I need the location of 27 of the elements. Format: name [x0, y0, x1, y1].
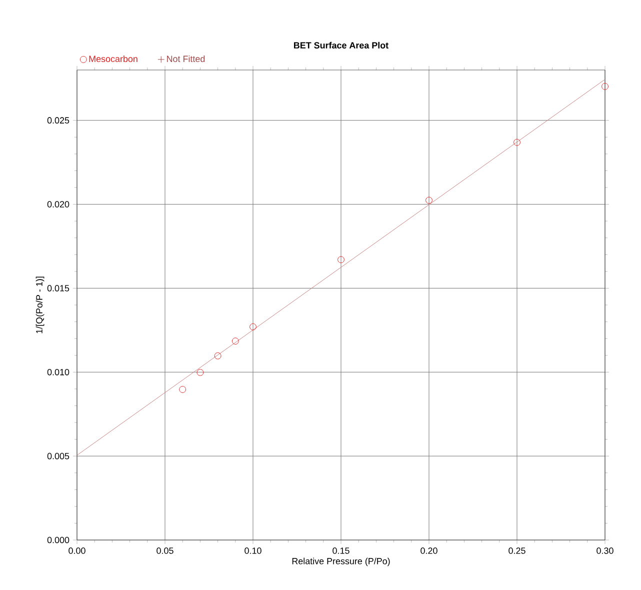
y-axis-title: 1/[Q(Po/P - 1)]	[36, 276, 44, 334]
x-axis-title: Relative Pressure (P/Po)	[292, 558, 390, 566]
point	[514, 138, 520, 146]
x-tick-label: 0.20	[420, 548, 438, 554]
x-tick-label: 0.10	[244, 548, 262, 554]
chart-title: BET Surface Area Plot	[294, 42, 388, 49]
point	[602, 82, 608, 90]
point	[338, 256, 344, 264]
x-tick-label: 0.25	[508, 548, 526, 554]
y-tick-label: 0.025	[47, 117, 70, 124]
x-tick-label: 0.05	[156, 548, 174, 554]
x-tick-label: 0.15	[332, 548, 350, 554]
y-tick-label: 0.015	[47, 285, 70, 292]
legend-label: Mesocarbon	[89, 55, 138, 62]
y-tick-label: 0.020	[47, 201, 70, 208]
y-tick-label: 0.010	[47, 368, 70, 376]
x-tick-label: 0.30	[596, 548, 614, 554]
y-tick-label: 0.000	[47, 536, 70, 544]
point	[196, 369, 204, 376]
point	[232, 338, 239, 345]
point	[426, 196, 432, 204]
x-tick-label: 0.00	[68, 548, 86, 554]
legend-label: Not Fitted	[167, 55, 205, 62]
point	[250, 323, 256, 330]
point	[214, 352, 222, 360]
point	[179, 386, 186, 393]
y-tick-label: 0.005	[47, 452, 70, 460]
